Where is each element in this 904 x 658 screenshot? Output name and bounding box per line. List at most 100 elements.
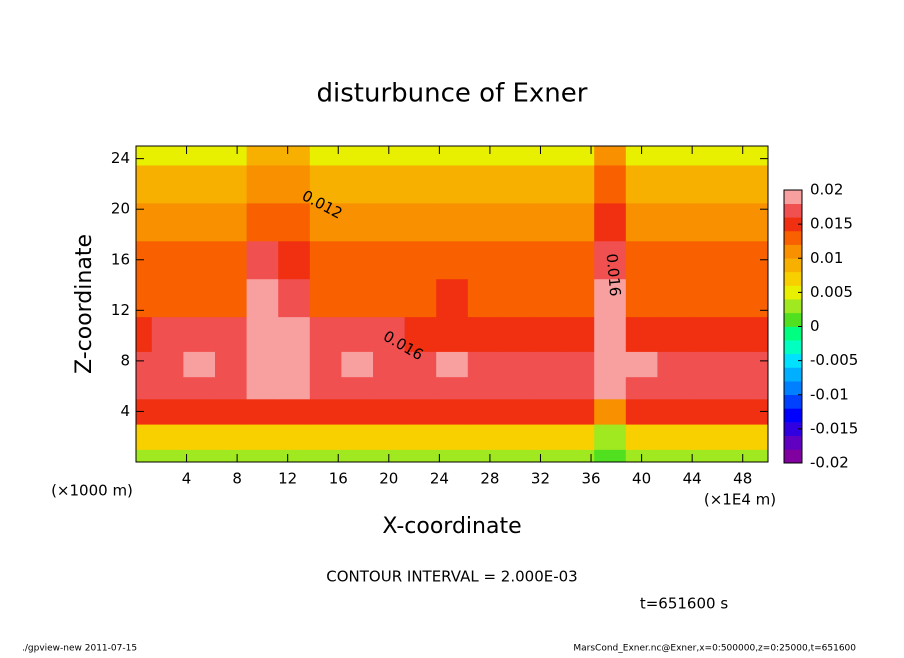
field-cell xyxy=(531,449,564,463)
field-cell xyxy=(309,424,342,450)
field-cell xyxy=(404,278,437,318)
field-cell xyxy=(151,146,184,166)
field-cell xyxy=(720,449,753,463)
field-cell xyxy=(625,278,658,318)
field-cell xyxy=(531,240,564,280)
field-cell xyxy=(151,376,184,400)
field-cell xyxy=(499,351,532,378)
field-cell xyxy=(720,424,753,450)
y-tick-label: 8 xyxy=(120,351,130,369)
x-tick-label: 28 xyxy=(480,470,499,488)
field-cell xyxy=(215,316,248,352)
field-cell xyxy=(436,146,469,166)
y-tick-label: 20 xyxy=(111,200,130,218)
field-cell xyxy=(657,164,690,204)
field-cell xyxy=(309,376,342,400)
colorbar-band xyxy=(784,285,802,300)
field-cell xyxy=(720,240,753,280)
field-cell xyxy=(467,376,500,400)
field-cell xyxy=(246,146,279,166)
field-cell xyxy=(341,146,374,166)
footer-right: MarsCond_Exner.nc@Exner,x=0:500000,z=0:2… xyxy=(573,644,856,654)
colorbar-band xyxy=(784,449,802,464)
field-cell xyxy=(499,240,532,280)
field-cell xyxy=(246,316,279,352)
field-cell xyxy=(246,164,279,204)
field-cell xyxy=(183,164,216,204)
colorbar-band xyxy=(784,422,802,436)
field-cell xyxy=(215,449,248,463)
field-cell xyxy=(136,424,153,450)
field-cell xyxy=(689,376,722,400)
field-cell xyxy=(215,351,248,378)
colorbar-tick-label: -0.02 xyxy=(810,454,849,472)
field-cell xyxy=(246,376,279,400)
field-cell xyxy=(625,376,658,400)
contour-label: 0.016 xyxy=(603,253,625,297)
field-cell xyxy=(404,351,437,378)
field-cell xyxy=(436,376,469,400)
x-axis-label: X-coordinate xyxy=(382,514,521,539)
field-cell xyxy=(373,351,406,378)
field-cell xyxy=(215,398,248,425)
field-cell xyxy=(752,351,769,378)
field-cell xyxy=(309,449,342,463)
field-cell xyxy=(594,278,627,318)
field-cell xyxy=(499,146,532,166)
field-cell xyxy=(183,424,216,450)
field-cell xyxy=(562,424,595,450)
colorbar-band xyxy=(784,190,802,204)
x-unit: (×1E4 m) xyxy=(704,491,776,509)
field-cell xyxy=(278,240,311,280)
colorbar-tick-label: 0.015 xyxy=(810,215,853,233)
field-cell xyxy=(183,316,216,352)
field-cell xyxy=(373,278,406,318)
field-cell xyxy=(625,424,658,450)
field-cell xyxy=(562,351,595,378)
field-cell xyxy=(689,398,722,425)
field-cell xyxy=(531,146,564,166)
colorbar-band xyxy=(784,381,802,396)
x-tick-label: 20 xyxy=(379,470,398,488)
field-cell xyxy=(278,398,311,425)
field-cell xyxy=(594,424,627,450)
colorbar-band xyxy=(784,326,802,341)
x-tick-label: 40 xyxy=(632,470,651,488)
field-cell xyxy=(246,351,279,378)
field-cell xyxy=(720,164,753,204)
field-cell xyxy=(341,376,374,400)
colorbar-band xyxy=(784,394,802,409)
field-cell xyxy=(404,449,437,463)
field-cell xyxy=(689,351,722,378)
field-cell xyxy=(625,240,658,280)
field-cell xyxy=(151,424,184,450)
field-cell xyxy=(562,202,595,242)
field-cell xyxy=(594,240,627,280)
field-cell xyxy=(309,316,342,352)
field-cell xyxy=(657,376,690,400)
field-cell xyxy=(436,398,469,425)
field-cell xyxy=(531,164,564,204)
field-cell xyxy=(689,146,722,166)
field-cell xyxy=(657,240,690,280)
field-cell xyxy=(720,376,753,400)
field-cell xyxy=(278,424,311,450)
field-cell xyxy=(404,424,437,450)
field-cell xyxy=(373,164,406,204)
field-cell xyxy=(467,351,500,378)
field-cell xyxy=(373,202,406,242)
field-cell xyxy=(594,146,627,166)
overlay: 0.012 0.016 0.016 4 8 12 16 20 24 28 32 36 40 44 48… xyxy=(111,145,769,488)
field-cell xyxy=(373,146,406,166)
field-cell xyxy=(151,351,184,378)
x-tick-label: 24 xyxy=(430,470,449,488)
field-cell xyxy=(215,240,248,280)
field-cell xyxy=(404,240,437,280)
field-cell xyxy=(136,351,153,378)
field-cell xyxy=(278,146,311,166)
field-cell xyxy=(467,424,500,450)
field xyxy=(136,146,769,463)
field-cell xyxy=(246,449,279,463)
field-cell xyxy=(215,164,248,204)
field-cell xyxy=(657,202,690,242)
